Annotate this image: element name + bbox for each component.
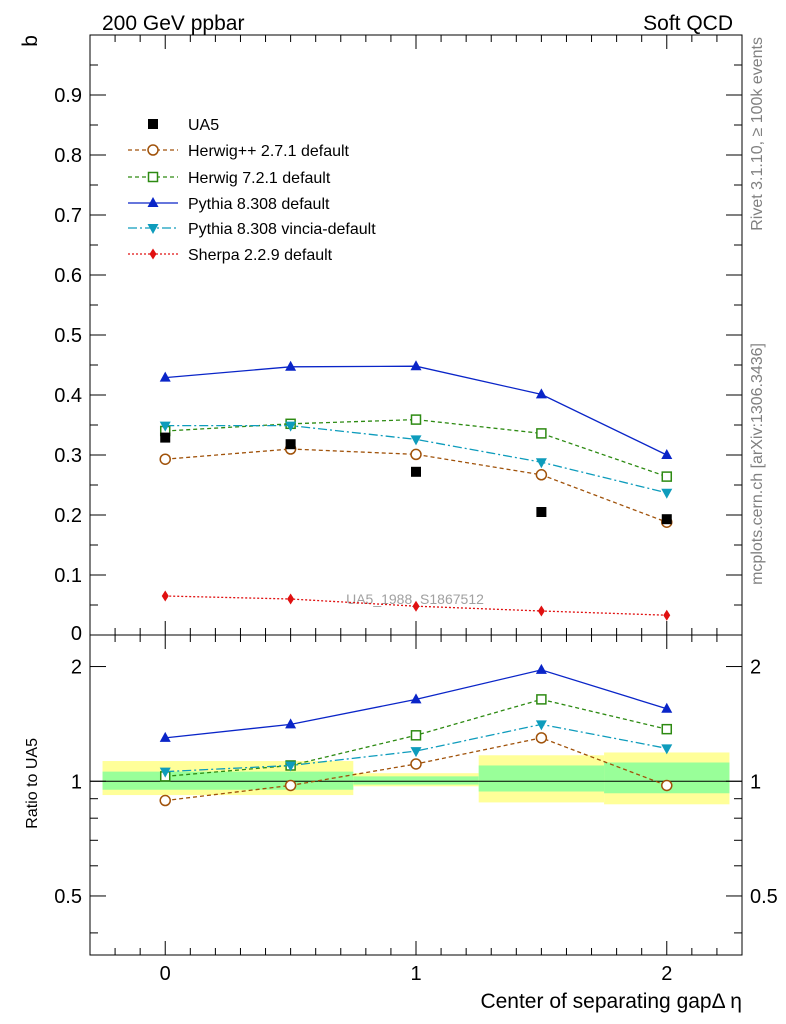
ratio-plot-frame xyxy=(89,634,743,956)
data-point xyxy=(160,432,171,443)
x-tick-label: 2 xyxy=(661,963,672,985)
ratio-tick-label-left: 2 xyxy=(71,657,82,679)
series-0-ratio-point xyxy=(284,779,297,792)
series-3-point xyxy=(410,435,422,446)
ratio-band-inner-2 xyxy=(478,765,605,792)
ratio-band-inner-1 xyxy=(353,776,479,785)
legend-marker-1 xyxy=(147,171,159,183)
series-4-point xyxy=(412,600,420,612)
watermark: UA5_1988_S1867512 xyxy=(346,591,484,607)
series-0-ratio-point xyxy=(159,794,171,807)
series-3-point xyxy=(535,458,547,469)
series-2-point xyxy=(159,371,171,382)
series-2-ratio-point xyxy=(410,693,422,704)
ratio-tick-label-right: 0.5 xyxy=(750,886,778,908)
series-0-line xyxy=(165,448,667,523)
legend-label-4: Sherpa 2.2.9 default xyxy=(188,247,333,264)
series-1-ratio-point xyxy=(410,730,422,741)
y-tick-label: 0.6 xyxy=(54,265,82,287)
legend-marker-data xyxy=(148,119,158,129)
y-tick-label: 0.8 xyxy=(54,145,82,167)
series-2-point xyxy=(285,360,297,371)
series-1-ratio-point xyxy=(536,694,547,705)
data-point xyxy=(661,514,672,525)
y-tick-label: 0.2 xyxy=(54,505,82,527)
series-3-ratio-point xyxy=(535,720,547,731)
legend-marker-2 xyxy=(147,197,159,207)
header-left: 200 GeV ppbar xyxy=(102,12,244,35)
series-2-ratio-point xyxy=(535,663,547,674)
series-2-ratio-point xyxy=(285,718,297,729)
x-axis-label: Center of separating gapΔ η xyxy=(480,990,742,1013)
series-1-point xyxy=(661,471,673,482)
series-0-ratio-point xyxy=(410,758,422,770)
series-1-ratio-point xyxy=(661,723,673,735)
side-text-rivet: Rivet 3.1.10, ≥ 100k events xyxy=(749,37,766,231)
legend-label-3: Pythia 8.308 vincia-default xyxy=(188,221,376,238)
series-3-ratio-point xyxy=(410,747,422,758)
series-1-point xyxy=(410,414,422,425)
series-4-point xyxy=(663,609,671,621)
legend-label-0: Herwig++ 2.7.1 default xyxy=(188,143,350,160)
y-tick-label: 0.7 xyxy=(54,205,82,227)
y-tick-label: 0.4 xyxy=(54,385,82,407)
y-tick-label: 0.3 xyxy=(54,445,82,467)
ratio-tick-label-right: 2 xyxy=(750,657,761,679)
series-2-point xyxy=(535,388,547,399)
y-tick-label: 0.5 xyxy=(54,325,82,347)
ratio-tick-label-left: 0.5 xyxy=(54,886,82,908)
axis-ticks xyxy=(90,35,742,955)
x-tick-label: 1 xyxy=(410,963,421,985)
series-3-point xyxy=(159,421,171,432)
header-right: Soft QCD xyxy=(643,12,733,35)
y-tick-label-zero: 0 xyxy=(71,623,82,645)
series-2-point xyxy=(410,360,422,371)
ratio-tick-label-left: 1 xyxy=(71,771,82,793)
ratio-series-layer xyxy=(159,663,673,807)
series-0-point xyxy=(410,448,422,461)
y-tick-label: 0.9 xyxy=(54,85,82,107)
ratio-tick-label-right: 1 xyxy=(750,771,761,793)
series-4-point xyxy=(287,593,295,605)
series-2-ratio-point xyxy=(661,702,673,713)
axis-tick-labels: 0.1 0.2 0.3 0.4 0.5 0.6 0.7 0.8 0.9 0 0.5 0.5 1 1 2 2 0 1… xyxy=(54,85,778,985)
legend-marker-4 xyxy=(149,248,157,260)
legend-marker-3 xyxy=(147,224,159,234)
series-1-line xyxy=(165,418,667,478)
legend-label-2: Pythia 8.308 default xyxy=(188,196,330,213)
series-1-point xyxy=(536,428,547,439)
data-point xyxy=(285,439,296,450)
series-3-ratio-point xyxy=(661,744,673,755)
ratio-y-axis-label: Ratio to UA5 xyxy=(24,738,41,829)
series-0-ratio-point xyxy=(661,779,673,792)
series-0-point xyxy=(535,469,548,481)
legend-label-data: UA5 xyxy=(188,117,219,134)
data-point xyxy=(411,466,421,477)
series-4-point xyxy=(161,590,169,602)
data-point xyxy=(536,507,547,517)
legend-label-1: Herwig 7.2.1 default xyxy=(188,170,331,187)
series-3-point xyxy=(285,421,297,432)
x-tick-label: 0 xyxy=(160,963,171,985)
series-4-point xyxy=(537,605,545,617)
legend-marker-0 xyxy=(147,144,159,156)
series-0-point xyxy=(159,453,171,465)
series-0-ratio-point xyxy=(535,732,548,744)
legend: UA5 Herwig++ 2.7.1 default Herwig 7.2.1 de… xyxy=(128,117,376,264)
series-3-point xyxy=(661,488,673,499)
series-3-ratio-point xyxy=(159,767,171,778)
side-text-mcplots: mcplots.cern.ch [arXiv:1306.3436] xyxy=(749,343,766,585)
series-3-ratio-point xyxy=(285,761,297,772)
y-axis-label: b xyxy=(19,35,42,47)
series-2-point xyxy=(661,449,673,459)
series-2-ratio-point xyxy=(159,731,171,742)
series-layer xyxy=(159,360,673,621)
series-2-ratio-line xyxy=(165,669,667,739)
y-tick-label: 0.1 xyxy=(54,565,82,587)
ratio-band-inner-0 xyxy=(102,771,354,790)
